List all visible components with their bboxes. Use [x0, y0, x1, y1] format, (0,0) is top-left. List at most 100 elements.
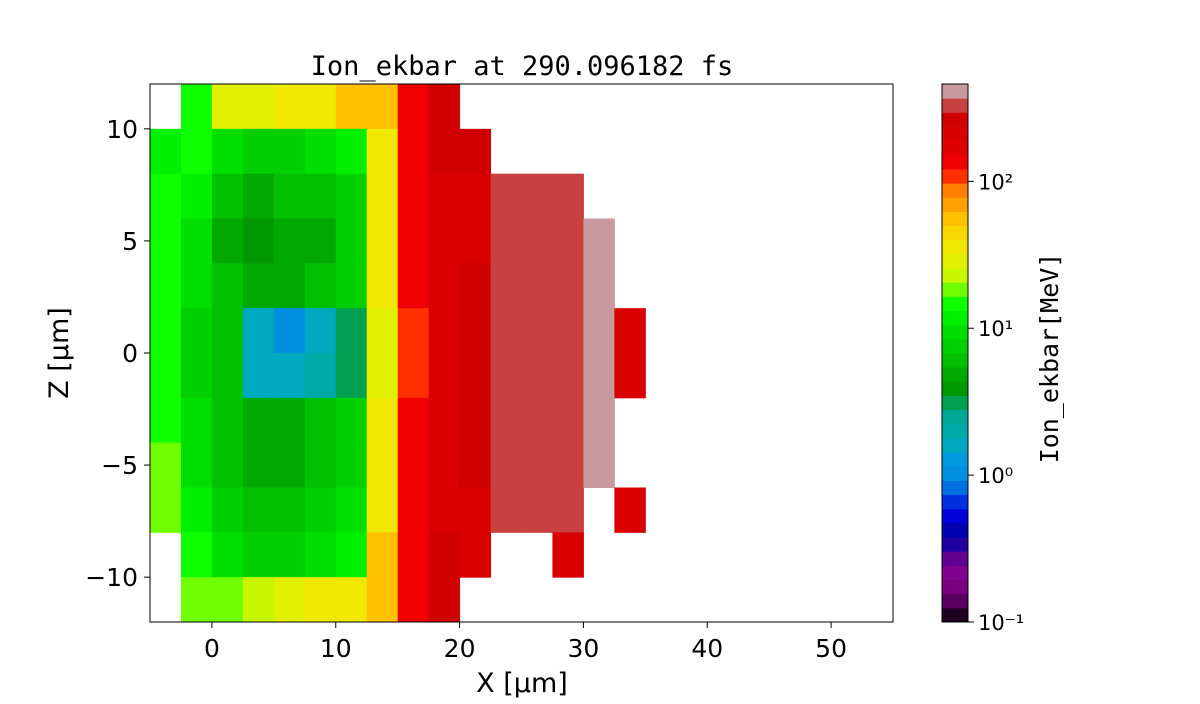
heatmap-cell — [490, 263, 522, 309]
heatmap-cell — [490, 308, 522, 354]
heatmap-cell — [273, 397, 306, 444]
y-tick-label: −5 — [101, 451, 138, 480]
colorbar-band — [942, 126, 968, 142]
heatmap-cell — [366, 487, 399, 533]
heatmap-cell — [335, 397, 368, 444]
heatmap-cell — [211, 308, 244, 354]
heatmap-cell — [211, 84, 244, 130]
heatmap-cell — [273, 487, 306, 533]
colorbar-band — [942, 98, 968, 113]
heatmap-cell — [304, 577, 337, 623]
heatmap-cell — [428, 353, 461, 399]
colorbar-band — [942, 593, 968, 609]
heatmap-cell — [552, 173, 584, 219]
colorbar-band — [942, 452, 968, 467]
heatmap-cell — [428, 263, 461, 309]
heatmap-cell — [459, 487, 492, 533]
heatmap-cell — [397, 84, 430, 130]
y-tick-label: 0 — [122, 339, 138, 368]
heatmap-cell — [335, 442, 368, 488]
x-tick-label: 20 — [444, 634, 476, 663]
x-tick-label: 40 — [691, 634, 723, 663]
heatmap-cell — [180, 173, 213, 219]
heatmap-cell — [428, 84, 461, 130]
heatmap-cell — [459, 532, 492, 578]
chart-title: Ion_ekbar at 290.096182 fs — [311, 51, 734, 82]
heatmap-cell — [304, 397, 337, 444]
heatmap-cell — [366, 308, 399, 354]
x-tick-label: 50 — [815, 634, 847, 663]
heatmap-cell — [273, 577, 306, 623]
heatmap-cell — [397, 263, 430, 309]
heatmap-cell — [273, 173, 306, 219]
heatmap-cell — [273, 84, 306, 130]
heatmap-cell — [335, 577, 368, 623]
heatmap-cell — [211, 173, 244, 219]
heatmap-cell — [180, 353, 213, 399]
heatmap-cell — [428, 442, 461, 488]
heatmap-cell — [150, 218, 182, 264]
heatmap-cell — [490, 218, 522, 264]
heatmap-cell — [521, 442, 553, 488]
colorbar-ticks: 10² 10¹ 10⁰ 10⁻¹ — [968, 170, 1024, 635]
heatmap-cell — [366, 128, 399, 175]
colorbar-band — [942, 607, 968, 623]
heatmap-cell — [614, 487, 646, 533]
x-axis: 0 10 20 30 40 50 — [204, 622, 847, 663]
heatmap-cell — [304, 308, 337, 354]
heatmap-cell — [273, 353, 306, 399]
heatmap-cell — [211, 353, 244, 399]
heatmap-cell — [366, 397, 399, 444]
heatmap-cell — [242, 263, 275, 309]
heatmap-cell — [335, 218, 368, 264]
colorbar-tick-label: 10² — [978, 170, 1013, 194]
heatmap-cell — [180, 263, 213, 309]
colorbar-band — [942, 296, 968, 312]
colorbar-band — [942, 466, 968, 481]
heatmap-cell — [304, 128, 337, 175]
colorbar-band — [942, 522, 968, 538]
colorbar-band — [942, 140, 968, 156]
heatmap-cell — [521, 308, 553, 354]
heatmap-cell — [211, 263, 244, 309]
heatmap-cell — [273, 128, 306, 175]
heatmap-cell — [614, 353, 646, 399]
colorbar-band — [942, 367, 968, 382]
heatmap-cell — [242, 84, 275, 130]
heatmap-cell — [583, 308, 615, 354]
heatmap-cell — [304, 263, 337, 309]
heatmap-cell — [521, 263, 553, 309]
heatmap-cell — [335, 128, 368, 175]
y-tick-label: 5 — [122, 227, 138, 256]
y-axis-label: Z [μm] — [44, 307, 75, 399]
heatmap-cells — [150, 84, 646, 623]
y-tick-label: −10 — [85, 563, 138, 592]
heatmap-cell — [366, 84, 399, 130]
heatmap-cell — [397, 577, 430, 623]
heatmap-cell — [242, 173, 275, 219]
heatmap-cell — [180, 577, 213, 623]
colorbar-band — [942, 154, 968, 170]
colorbar-band — [942, 353, 968, 368]
heatmap-cell — [521, 397, 553, 444]
colorbar-label: Ion_ekbar[MeV] — [1035, 253, 1064, 464]
heatmap-cell — [150, 263, 182, 309]
colorbar-band — [942, 84, 968, 99]
heatmap-cell — [150, 397, 182, 444]
heatmap-cell — [304, 442, 337, 488]
heatmap-cell — [459, 442, 492, 488]
heatmap-cell — [211, 532, 244, 578]
heatmap-cell — [583, 442, 615, 488]
heatmap-cell — [366, 442, 399, 488]
colorbar-band — [942, 579, 968, 595]
heatmap-cell — [552, 487, 584, 533]
heatmap-cell — [180, 308, 213, 354]
heatmap-cell — [211, 218, 244, 264]
heatmap-cell — [583, 263, 615, 309]
heatmap-cell — [552, 353, 584, 399]
heatmap-cell — [459, 128, 492, 175]
heatmap-cell — [397, 173, 430, 219]
heatmap-cell — [490, 487, 522, 533]
heatmap-cell — [366, 218, 399, 264]
